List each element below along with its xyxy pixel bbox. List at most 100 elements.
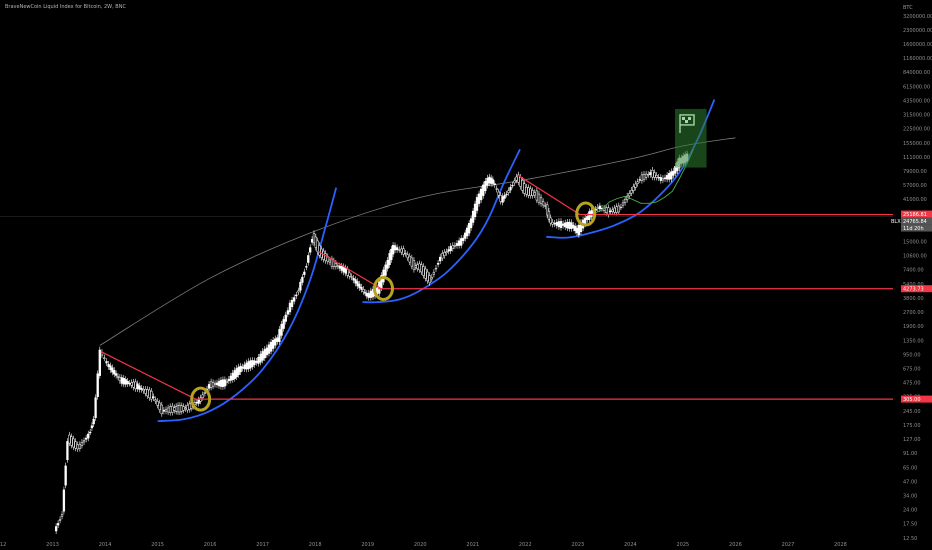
candle-body <box>107 363 110 367</box>
candle-body <box>249 360 252 369</box>
y-tick-label: 1900.00 <box>903 324 924 330</box>
candle-body <box>455 243 459 246</box>
candle-body <box>559 221 563 228</box>
badge-level-mid-bg <box>901 285 932 293</box>
candle-body <box>466 227 469 237</box>
candle-body <box>672 170 675 176</box>
candle-body <box>80 442 84 446</box>
y-tick-label: 475.00 <box>903 381 921 387</box>
candle-body <box>513 180 516 184</box>
candle-body <box>113 370 116 375</box>
candle-body <box>447 249 450 252</box>
candle-body <box>491 179 495 184</box>
candle-body <box>184 407 187 410</box>
candle-body <box>451 245 454 249</box>
candle-body <box>638 179 641 181</box>
y-tick-label: 1600000.00 <box>903 42 932 48</box>
candle-body <box>138 385 141 390</box>
x-tick-label: 2026 <box>729 542 742 548</box>
candle-body <box>118 377 122 381</box>
candle-body <box>96 373 99 397</box>
candle-body <box>282 319 285 329</box>
candle-body <box>363 292 367 294</box>
candle-body <box>215 382 219 386</box>
y-tick-label: 245.00 <box>903 409 921 415</box>
candle-body <box>615 206 618 213</box>
candle-body <box>245 362 248 370</box>
candle-body <box>301 276 304 283</box>
candle-body <box>519 177 522 187</box>
candle-body <box>663 177 667 180</box>
candle-body <box>241 366 244 369</box>
badge-price: 24765.84 <box>901 217 932 225</box>
candle-body <box>577 224 581 236</box>
candle-body <box>111 367 114 373</box>
candle-body <box>269 341 273 352</box>
candle-body <box>257 356 260 364</box>
candle-body <box>515 176 518 181</box>
flag-icon <box>679 114 695 133</box>
candle-body <box>182 406 185 411</box>
candle-body <box>497 191 500 196</box>
candle-body <box>609 210 612 213</box>
candle-body <box>651 170 654 178</box>
candle-body <box>154 399 157 402</box>
candle-body <box>657 177 660 179</box>
highlight-circle-3 <box>575 201 597 227</box>
candle-body <box>358 283 361 289</box>
candle-body <box>420 264 423 273</box>
chart-title: BraveNewCoin Liquid Index for Bitcoin, 2… <box>5 4 126 10</box>
candle-body <box>105 361 108 364</box>
candle-body <box>428 275 431 283</box>
candle-body <box>259 353 262 363</box>
candle-body <box>144 389 147 394</box>
candle-body <box>136 383 139 390</box>
candle-body <box>318 245 321 256</box>
candle-body <box>128 383 131 385</box>
candle-body <box>362 289 365 292</box>
badge-price-text: 24765.84 <box>903 219 927 225</box>
candle-body <box>103 357 106 359</box>
badge-countdown-text: 11d 20h <box>903 226 924 232</box>
candle-body <box>314 236 317 248</box>
badge-level-mid: 4273.73 <box>901 285 932 293</box>
candle-body <box>525 186 528 195</box>
candle-body <box>628 193 631 197</box>
y-tick-label: 3200000.00 <box>903 14 932 20</box>
candle-body <box>89 431 92 434</box>
candle-body <box>162 409 166 412</box>
candle-body <box>150 390 153 400</box>
candle-body <box>432 272 436 275</box>
candle-body <box>120 377 123 384</box>
candle-body <box>602 207 606 211</box>
candle-body <box>243 364 246 370</box>
candle-body <box>406 254 409 259</box>
candle-body <box>227 379 230 382</box>
candle-body <box>90 425 94 429</box>
candle-body <box>134 381 137 390</box>
candle-body <box>499 195 502 202</box>
candle-body <box>659 177 662 181</box>
candle-body <box>309 247 312 253</box>
candle-body <box>166 407 170 413</box>
candle-body <box>410 257 413 267</box>
y-tick-label: 175.00 <box>903 423 921 429</box>
candle-body <box>449 246 452 252</box>
candle-body <box>126 380 129 385</box>
y-tick-label: 79000.00 <box>903 169 927 175</box>
x-tick-label: 2013 <box>46 542 59 548</box>
candle-body <box>346 269 349 276</box>
highlight-circle-2 <box>372 275 394 301</box>
y-tick-label: 10600.00 <box>903 254 927 260</box>
flag-checker <box>682 116 692 123</box>
x-tick-label: 2014 <box>99 542 112 548</box>
x-tick-label: 2015 <box>151 542 164 548</box>
candle-body <box>632 186 635 191</box>
candle-body <box>537 193 541 203</box>
candle-body <box>412 259 416 270</box>
candle-body <box>661 178 665 181</box>
candle-body <box>469 218 473 228</box>
candle-body <box>74 441 77 449</box>
candle-body <box>56 523 60 526</box>
candle-body <box>66 441 69 460</box>
